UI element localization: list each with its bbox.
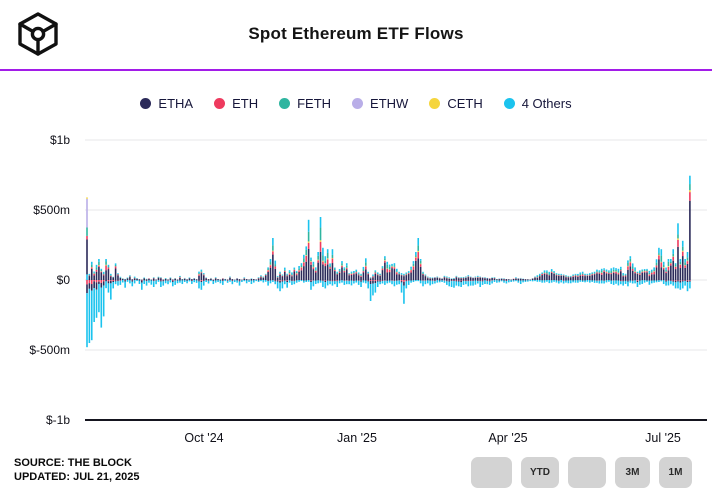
- page-title: Spot Ethereum ETF Flows: [248, 24, 464, 43]
- x-tick-jan25: Jan '25: [337, 431, 377, 445]
- range-button-6m[interactable]: [568, 457, 606, 488]
- chart-legend: ETHA ETH FETH ETHW CETH 4 Others: [0, 96, 712, 111]
- legend-item-4-others[interactable]: 4 Others: [503, 96, 572, 111]
- legend-label: ETHA: [158, 96, 194, 111]
- legend-label: CETH: [447, 96, 483, 111]
- y-tick-500m: $500m: [33, 203, 70, 217]
- range-button-ytd[interactable]: YTD: [521, 457, 559, 488]
- legend-label: FETH: [297, 96, 332, 111]
- y-tick-neg1b: $-1b: [45, 413, 70, 427]
- legend-item-ceth[interactable]: CETH: [429, 96, 483, 111]
- feth-color-dot-icon: [279, 98, 291, 109]
- eth-color-dot-icon: [214, 98, 226, 109]
- legend-item-etha[interactable]: ETHA: [140, 96, 193, 111]
- ceth-color-dot-icon: [429, 98, 441, 109]
- legend-label: 4 Others: [521, 96, 572, 111]
- y-tick-1b: $1b: [49, 133, 70, 147]
- y-tick-0: $0: [56, 273, 70, 287]
- others-color-dot-icon: [503, 98, 515, 109]
- the-block-logo-icon: [18, 12, 58, 56]
- source-line: SOURCE: THE BLOCK: [14, 457, 132, 469]
- legend-item-feth[interactable]: FETH: [279, 96, 331, 111]
- x-tick-jul25: Jul '25: [645, 431, 681, 445]
- range-button-1m[interactable]: 1M: [659, 457, 692, 488]
- y-tick-neg500m: $-500m: [29, 343, 70, 357]
- etha-color-dot-icon: [140, 98, 152, 109]
- source-attribution: SOURCE: THE BLOCK UPDATED: JUL 21, 2025: [14, 456, 140, 484]
- x-tick-apr25: Apr '25: [488, 431, 528, 445]
- range-button-max[interactable]: [471, 457, 512, 488]
- legend-label: ETH: [232, 96, 259, 111]
- legend-label: ETHW: [370, 96, 409, 111]
- legend-item-eth[interactable]: ETH: [214, 96, 258, 111]
- header-divider: [0, 69, 712, 71]
- range-button-3m[interactable]: 3M: [615, 457, 650, 488]
- updated-line: UPDATED: JUL 21, 2025: [14, 471, 140, 483]
- ethw-color-dot-icon: [352, 98, 364, 109]
- x-tick-oct24: Oct '24: [184, 431, 224, 445]
- legend-item-ethw[interactable]: ETHW: [352, 96, 408, 111]
- range-selector: YTD 3M 1M: [471, 457, 692, 488]
